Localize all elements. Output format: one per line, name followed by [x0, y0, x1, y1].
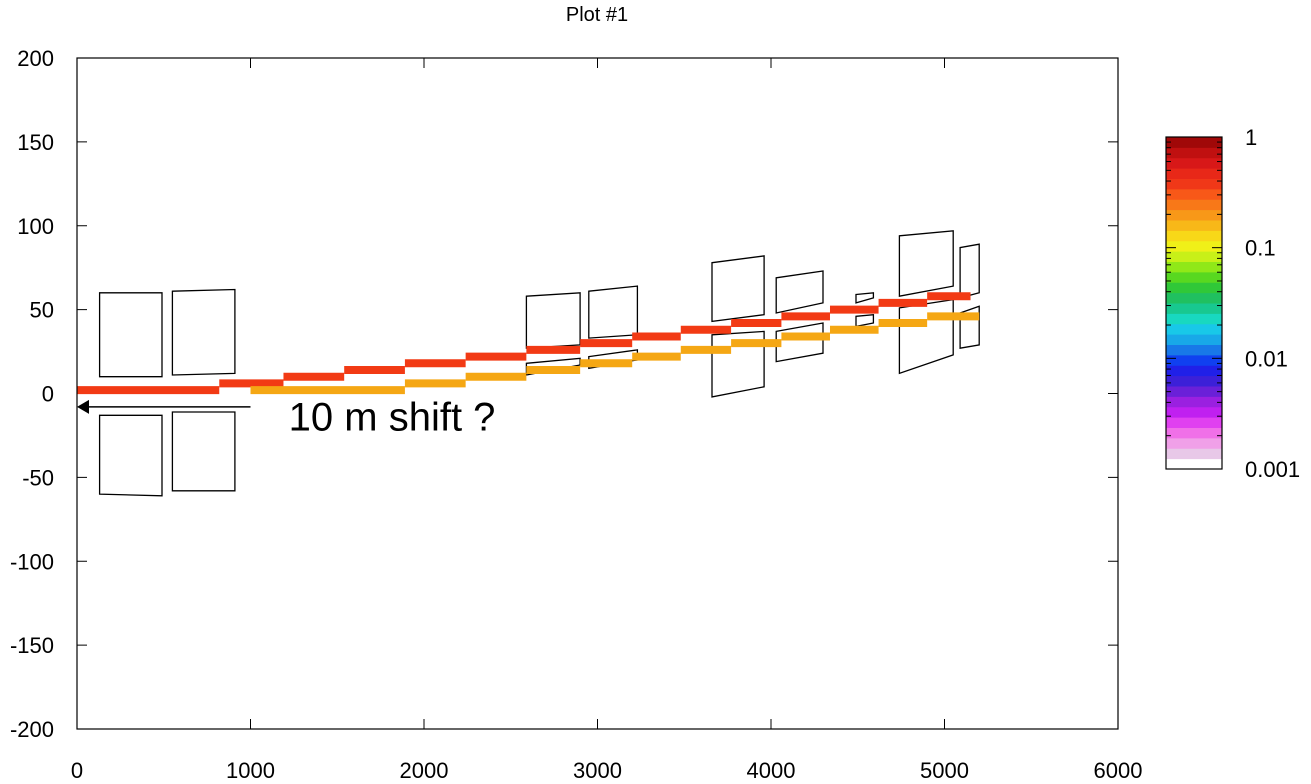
- outline-polygon: [525, 292, 581, 349]
- colorbar-swatch: [1166, 147, 1222, 159]
- colorbar-swatch: [1166, 427, 1222, 439]
- shift-arrow-head: [77, 399, 89, 414]
- colorbar-swatch: [1166, 458, 1222, 470]
- outline-polygon: [898, 298, 954, 375]
- outline-polygon: [959, 305, 980, 349]
- x-tick-label: 2000: [400, 758, 449, 783]
- x-tick-label: 1000: [226, 758, 275, 783]
- y-tick-label: 200: [17, 46, 54, 71]
- y-tick-label: 150: [17, 130, 54, 155]
- colorbar-swatch: [1166, 282, 1222, 294]
- colorbar-swatch: [1166, 386, 1222, 397]
- colorbar-label: 0.01: [1245, 346, 1288, 371]
- outline-polygon: [171, 411, 236, 492]
- colorbar-label: 0.1: [1245, 236, 1276, 261]
- outline-polygon: [171, 288, 236, 376]
- colorbar-swatch: [1166, 209, 1222, 221]
- colorbar-swatch: [1166, 396, 1222, 408]
- colorbar-swatch: [1166, 230, 1222, 242]
- colorbar-swatch: [1166, 240, 1222, 252]
- outline-polygon: [855, 292, 875, 304]
- colorbar-swatch: [1166, 344, 1222, 356]
- plot-layer: 0 1000 2000 3000 4000 5000 6000 200 150 100 50 0 -50…: [10, 46, 1143, 783]
- x-tick-label: 6000: [1094, 758, 1143, 783]
- chart-title: Plot #1: [566, 4, 628, 26]
- colorbar-swatch: [1166, 323, 1222, 335]
- outline-polygon: [898, 230, 954, 297]
- colorbar-swatch: [1166, 354, 1222, 366]
- colorbar-swatch: [1166, 188, 1222, 200]
- colorbar-swatch: [1166, 406, 1222, 418]
- plot-frame: [76, 57, 1119, 730]
- outline-polygon: [711, 255, 765, 323]
- colorbar-swatch: [1166, 292, 1222, 304]
- x-tick-label: 4000: [747, 758, 796, 783]
- annotation-text: 10 m shift ?: [289, 395, 496, 439]
- colorbar-swatch: [1166, 375, 1222, 387]
- colorbar-swatch: [1166, 220, 1222, 231]
- y-tick-label: 0: [42, 382, 54, 407]
- y-tick-label: -200: [10, 717, 54, 742]
- x-tick-label: 0: [71, 758, 83, 783]
- colorbar-swatch: [1166, 251, 1222, 262]
- outline-polygon: [855, 313, 875, 328]
- colorbar-swatch: [1166, 313, 1222, 325]
- outline-polygon: [98, 414, 163, 497]
- colorbar-swatch: [1166, 417, 1222, 428]
- y-tick-label: 100: [17, 214, 54, 239]
- colorbar-swatch: [1166, 334, 1222, 345]
- y-tick-label: -50: [22, 465, 54, 490]
- plot-data: [77, 230, 980, 497]
- outline-polygon: [711, 330, 765, 398]
- colorbar-frame: [1165, 136, 1223, 470]
- colorbar-swatch: [1166, 137, 1222, 148]
- colorbar-swatch: [1166, 199, 1222, 211]
- colorbar-swatch: [1166, 303, 1222, 314]
- y-tick-label: 50: [30, 298, 54, 323]
- colorbar-swatch: [1166, 261, 1222, 273]
- x-tick-label: 3000: [573, 758, 622, 783]
- colorbar-swatch: [1166, 168, 1222, 179]
- colorbar-swatch: [1166, 157, 1222, 169]
- outline-polygon: [959, 243, 980, 299]
- colorbar-swatch: [1166, 271, 1222, 283]
- colorbar-swatch: [1166, 365, 1222, 377]
- outline-polygon: [588, 285, 639, 339]
- colorbar: 1 0.1 0.01 0.001: [1165, 125, 1300, 482]
- colorbar-swatch: [1166, 448, 1222, 460]
- y-tick-label: -150: [10, 633, 54, 658]
- colorbar-swatch: [1166, 178, 1222, 190]
- colorbar-label: 1: [1245, 125, 1257, 150]
- colorbar-swatch: [1166, 437, 1222, 449]
- outline-polygon: [775, 322, 824, 363]
- y-tick-label: -100: [10, 549, 54, 574]
- outline-polygon: [98, 292, 163, 378]
- x-tick-label: 5000: [920, 758, 969, 783]
- outline-polygon: [775, 270, 824, 314]
- colorbar-label: 0.001: [1245, 457, 1300, 482]
